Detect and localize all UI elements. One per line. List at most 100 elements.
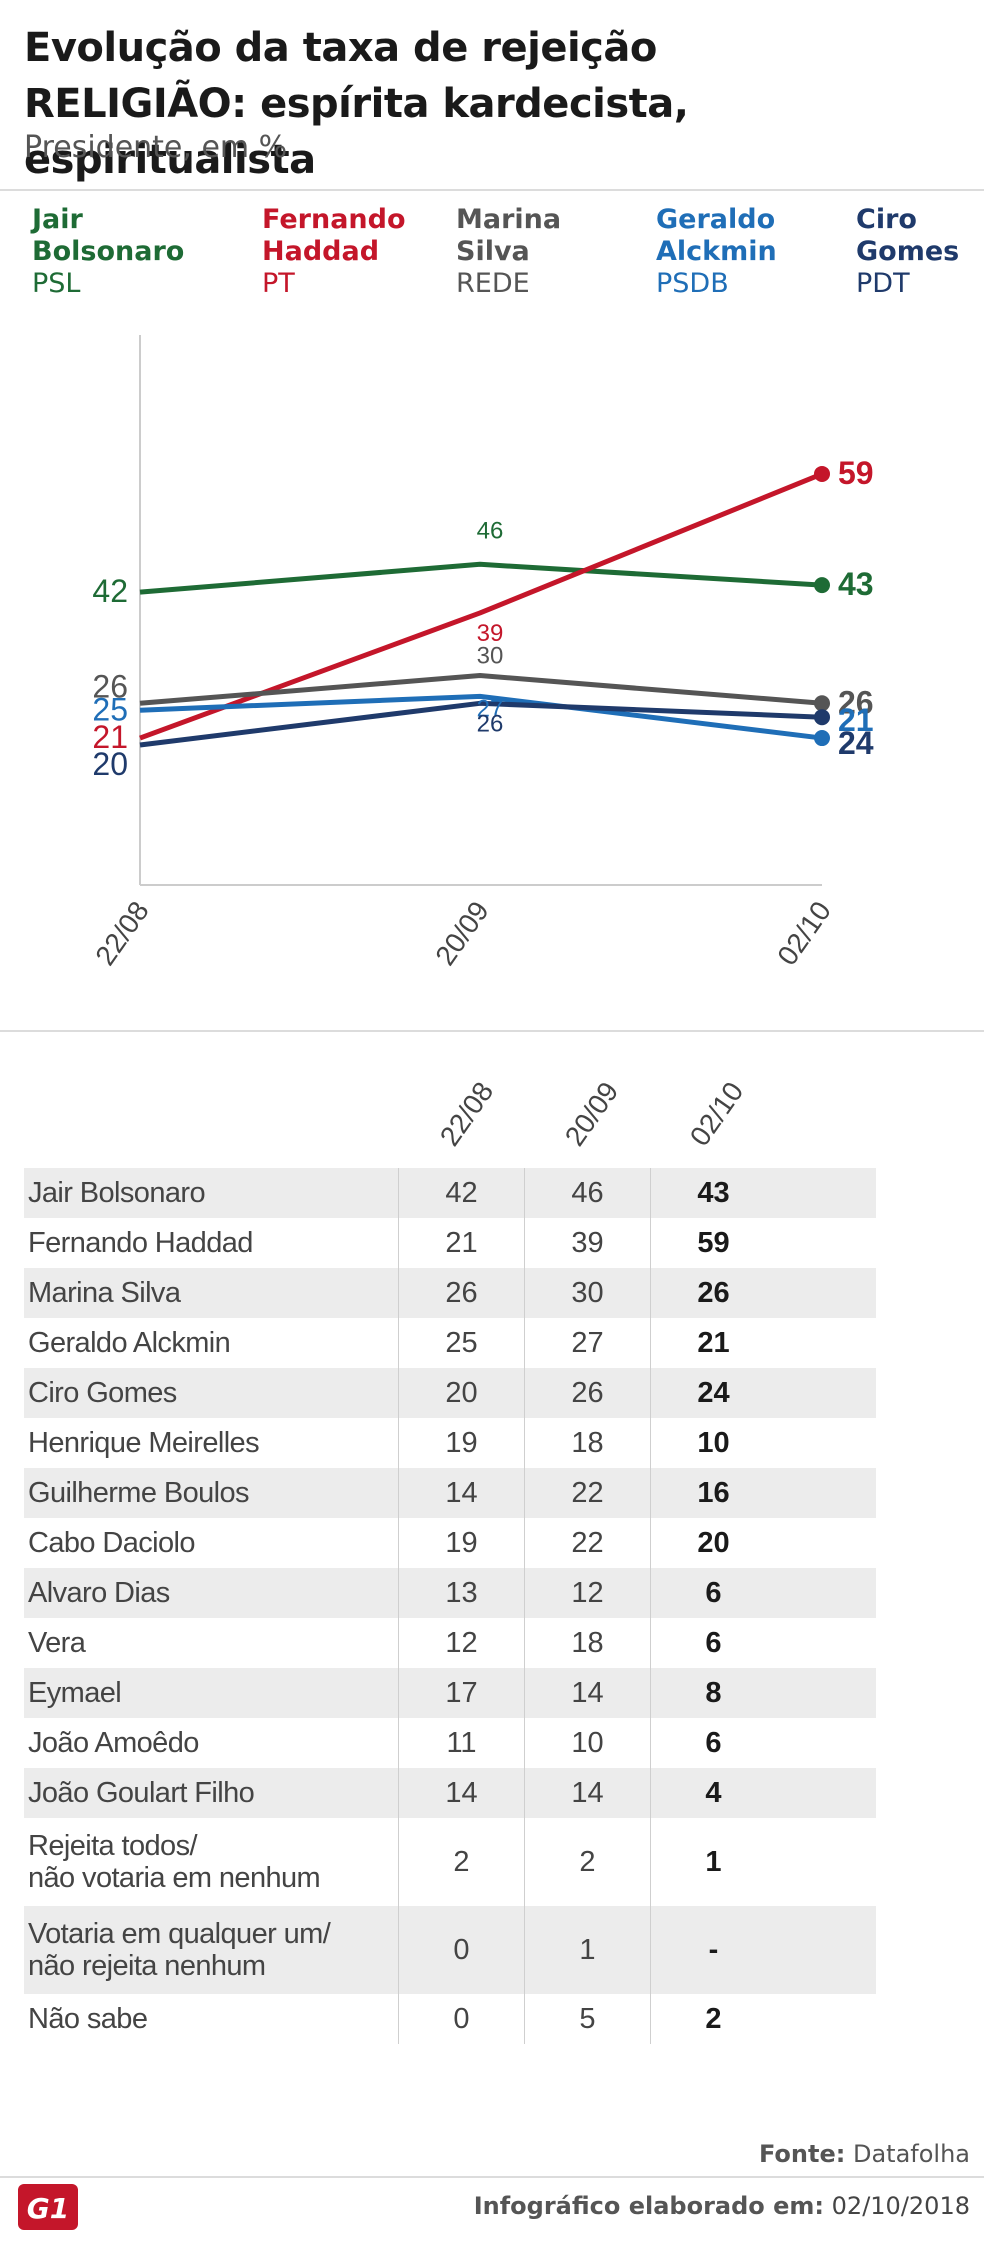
row-spacer [776,1418,876,1468]
row-value: 20 [398,1368,525,1418]
row-label: Rejeita todos/ não votaria em nenhum [28,1830,321,1894]
row-label: Não sabe [28,2002,148,2035]
row-label: Cabo Daciolo [28,1526,196,1559]
row-value: 21 [650,1318,776,1368]
row-value: 26 [650,1268,776,1318]
row-spacer [776,1318,876,1368]
row-value: 12 [524,1568,651,1618]
subtitle: Presidente, em % [24,130,288,165]
row-label: Guilherme Boulos [24,1468,399,1518]
data-label: 42 [92,573,128,609]
row-value: 14 [398,1768,525,1818]
row-value: 25 [398,1318,525,1368]
legend-name: Jair Bolsonaro [32,204,185,267]
row-spacer [776,1668,876,1718]
row-value: 18 [524,1618,651,1668]
divider-middle [0,1030,984,1032]
row-value: 20 [650,1518,776,1568]
series-endpoint [814,730,830,747]
row-value: 14 [524,1668,651,1718]
title-line-2: RELIGIÃO: espírita kardecista, espiritua… [24,76,974,188]
row-value: 11 [398,1718,525,1768]
row-value: 19 [398,1418,525,1468]
data-label: 20 [92,746,128,782]
data-label: 43 [838,566,874,602]
legend-item: Jair Bolsonaro PSL [32,204,184,300]
divider-top [0,189,984,191]
title-religion-value: espírita kardecista, espiritualista [24,81,689,183]
row-value: 22 [524,1518,651,1568]
row-value: 6 [650,1618,776,1668]
row-value: 21 [398,1218,525,1268]
row-spacer [776,1468,876,1518]
title-religion-label: RELIGIÃO: [24,81,247,127]
row-spacer [776,1768,876,1818]
x-tick-label: 20/09 [429,896,495,971]
legend-item: Fernando Haddad PT [262,204,406,300]
x-tick-label: 22/08 [89,896,155,971]
row-spacer [776,1268,876,1318]
row-value: 17 [398,1668,525,1718]
row-spacer [776,1906,876,1994]
legend-name: Marina Silva [456,204,562,267]
source-value: Datafolha [845,2140,970,2168]
legend-item: Ciro Gomes PDT [856,204,959,300]
table-row: João Goulart Filho 14 14 4 [24,1768,876,1818]
row-value: 16 [650,1468,776,1518]
legend-party: PDT [856,268,910,299]
row-label: Eymael [24,1668,399,1718]
row-label: Marina Silva [24,1268,399,1318]
row-label: Jair Bolsonaro [24,1168,399,1218]
column-header: 20/09 [558,1076,625,1152]
row-value: 10 [650,1418,776,1468]
series-line [139,561,823,595]
row-label: Vera [28,1626,86,1659]
data-label: 27 [477,695,504,722]
row-value: 24 [650,1368,776,1418]
title-line-1: Evolução da taxa de rejeição [24,25,657,71]
credit-note: Infográfico elaborado em: 02/10/2018 [474,2192,970,2220]
g1-logo: G1 [18,2184,78,2230]
row-value: 1 [650,1818,776,1906]
series-line [139,673,823,706]
row-label: Votaria em qualquer um/ não rejeita nenh… [24,1906,399,1994]
data-label: 26 [838,684,874,720]
series-endpoint [814,465,830,482]
data-label: 24 [838,725,874,761]
legend-party: PT [262,268,295,299]
series-line [139,700,823,748]
row-spacer [776,1818,876,1906]
row-value: 2 [650,1994,776,2044]
row-value: 59 [650,1218,776,1268]
series-endpoint [814,695,830,712]
row-value: 18 [524,1418,651,1468]
row-value: 5 [524,1994,651,2044]
row-spacer [776,1168,876,1218]
row-value: - [650,1906,776,1994]
row-value: 10 [524,1718,651,1768]
legend-name: Fernando Haddad [262,204,406,267]
row-label: Geraldo Alckmin [28,1326,231,1359]
row-value: 1 [524,1906,651,1994]
row-spacer [776,1518,876,1568]
row-value: 4 [650,1768,776,1818]
row-value: 13 [398,1568,525,1618]
table-row: Fernando Haddad 21 39 59 [24,1218,876,1268]
series-line [139,693,823,741]
row-label: Ciro Gomes [24,1368,399,1418]
row-spacer [776,1718,876,1768]
row-label: João Amoêdo [28,1726,199,1759]
row-label: Fernando Haddad [28,1226,253,1259]
legend-party: PSL [32,268,81,299]
table-row: Guilherme Boulos 14 22 16 [24,1468,876,1518]
row-value: 43 [650,1168,776,1218]
table-row: Eymael 17 14 8 [24,1668,876,1718]
row-value: 27 [524,1318,651,1368]
data-label: 46 [477,517,504,544]
row-value: 2 [524,1818,651,1906]
table-row: Jair Bolsonaro 42 46 43 [24,1168,876,1218]
row-spacer [776,1568,876,1618]
table-row: João Amoêdo 11 10 6 [24,1718,876,1768]
row-value: 46 [524,1168,651,1218]
